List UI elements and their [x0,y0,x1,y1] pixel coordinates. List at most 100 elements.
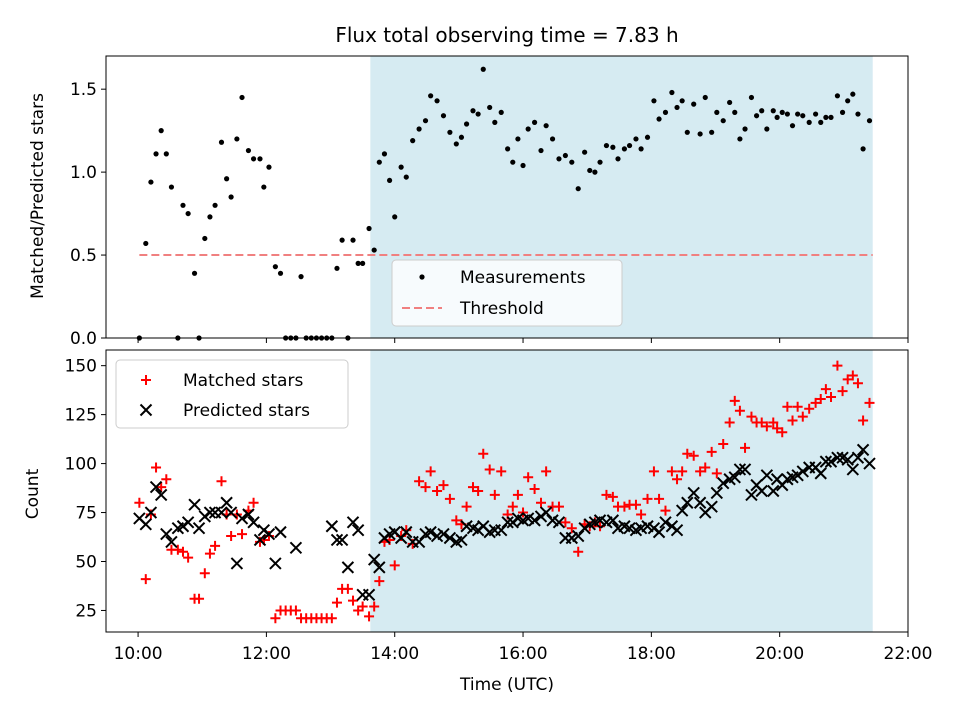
measurement-point [855,111,861,117]
measurement-point [845,98,851,104]
measurement-point [487,104,493,111]
measurement-point [277,270,284,276]
matched-star-point [331,597,342,608]
measurement-point [626,142,633,149]
measurement-point [463,121,470,127]
matched-star-point [529,484,540,495]
measurement-point [458,134,465,140]
matched-star-point [432,486,443,496]
predicted-star-point [412,535,426,549]
predicted-star-point [362,588,376,601]
predicted-star-point [139,518,152,531]
predicted-star-point [687,486,700,500]
matched-star-point [414,476,425,487]
predicted-star-point [262,527,276,541]
matched-star-point [194,593,205,604]
measurement-point [403,174,409,180]
matched-star-point [140,574,151,585]
measurement-point [143,240,149,247]
predicted-star-point [851,451,865,464]
matched-star-point [695,466,706,477]
predicted-star-point [203,506,217,519]
matched-star-point [724,417,735,428]
measurement-point [153,151,159,157]
predicted-star-point [728,471,741,484]
measurement-point [525,126,531,132]
predicted-star-point [346,516,360,529]
matched-star-point [740,442,751,453]
matched-star-point [729,395,740,406]
matched-star-point [161,474,172,485]
matched-star-point [523,472,534,483]
matched-star-point [536,497,547,508]
top-x-ticks [137,338,909,343]
matched-star-point [248,497,259,508]
legend-marker-measurements [419,274,425,280]
matched-star-point [473,486,484,496]
y-tick-label: 25 [75,601,97,621]
measurement-point [386,177,393,184]
matched-star-point [761,421,772,432]
matched-star-point [204,548,215,559]
measurement-point [257,156,263,162]
y-tick-label: 50 [75,553,97,573]
matched-star-point [364,611,375,622]
predicted-star-point [154,488,168,502]
measurement-point [272,264,278,270]
predicted-star-point [215,506,228,519]
measurement-point [651,98,657,104]
measurement-point [720,118,726,124]
bottom-legend: Matched stars Predicted stars [115,359,349,429]
measurement-point [834,93,841,99]
matched-star-point [648,466,659,477]
legend-label: Threshold [459,299,544,319]
predicted-star-point [455,533,468,547]
measurement-point [428,93,434,99]
matched-star-point [210,540,221,551]
measurement-point [334,265,340,271]
predicted-star-point [846,463,860,476]
measurement-point [697,131,703,137]
matched-star-point [451,515,462,526]
matched-star-point [768,417,779,428]
matched-star-point [706,446,717,457]
predicted-star-point [841,453,854,466]
matched-star-point [642,493,653,504]
measurement-point [422,118,429,124]
predicted-star-point [863,457,876,470]
predicted-star-point [659,516,672,529]
measurement-point [168,184,175,190]
bottom-y-ticks: 25 50 75 100 125 150 [65,357,106,621]
measurement-point [434,98,440,104]
x-axis-label: Time (UTC) [459,675,554,695]
predicted-stars-points [133,443,876,601]
measurement-point [615,156,621,162]
matched-star-point [746,411,757,422]
matched-star-point [573,546,584,557]
measurement-point [582,149,588,155]
measurement-point [371,247,377,253]
predicted-star-point [572,529,585,543]
measurement-point [515,136,521,142]
measurement-point [800,113,806,119]
predicted-star-point [528,514,541,527]
matched-star-point [804,403,815,414]
measurement-point [742,126,748,132]
measurement-point [520,162,526,169]
predicted-star-point [242,508,255,521]
y-tick-label: 75 [75,504,97,524]
measurement-point [266,164,272,170]
measurement-point [191,270,198,276]
matched-star-point [134,497,145,508]
predicted-star-point [335,533,349,547]
y-tick-label: 150 [65,357,97,377]
matched-star-point [216,476,227,487]
y-tick-label: 100 [65,455,97,475]
top-axes-frame [105,55,909,339]
matched-star-point [815,393,826,404]
measurement-point [764,126,770,132]
measurement-point [212,202,218,208]
measurement-point [185,210,191,217]
top-legend: Measurements Threshold [391,259,623,327]
